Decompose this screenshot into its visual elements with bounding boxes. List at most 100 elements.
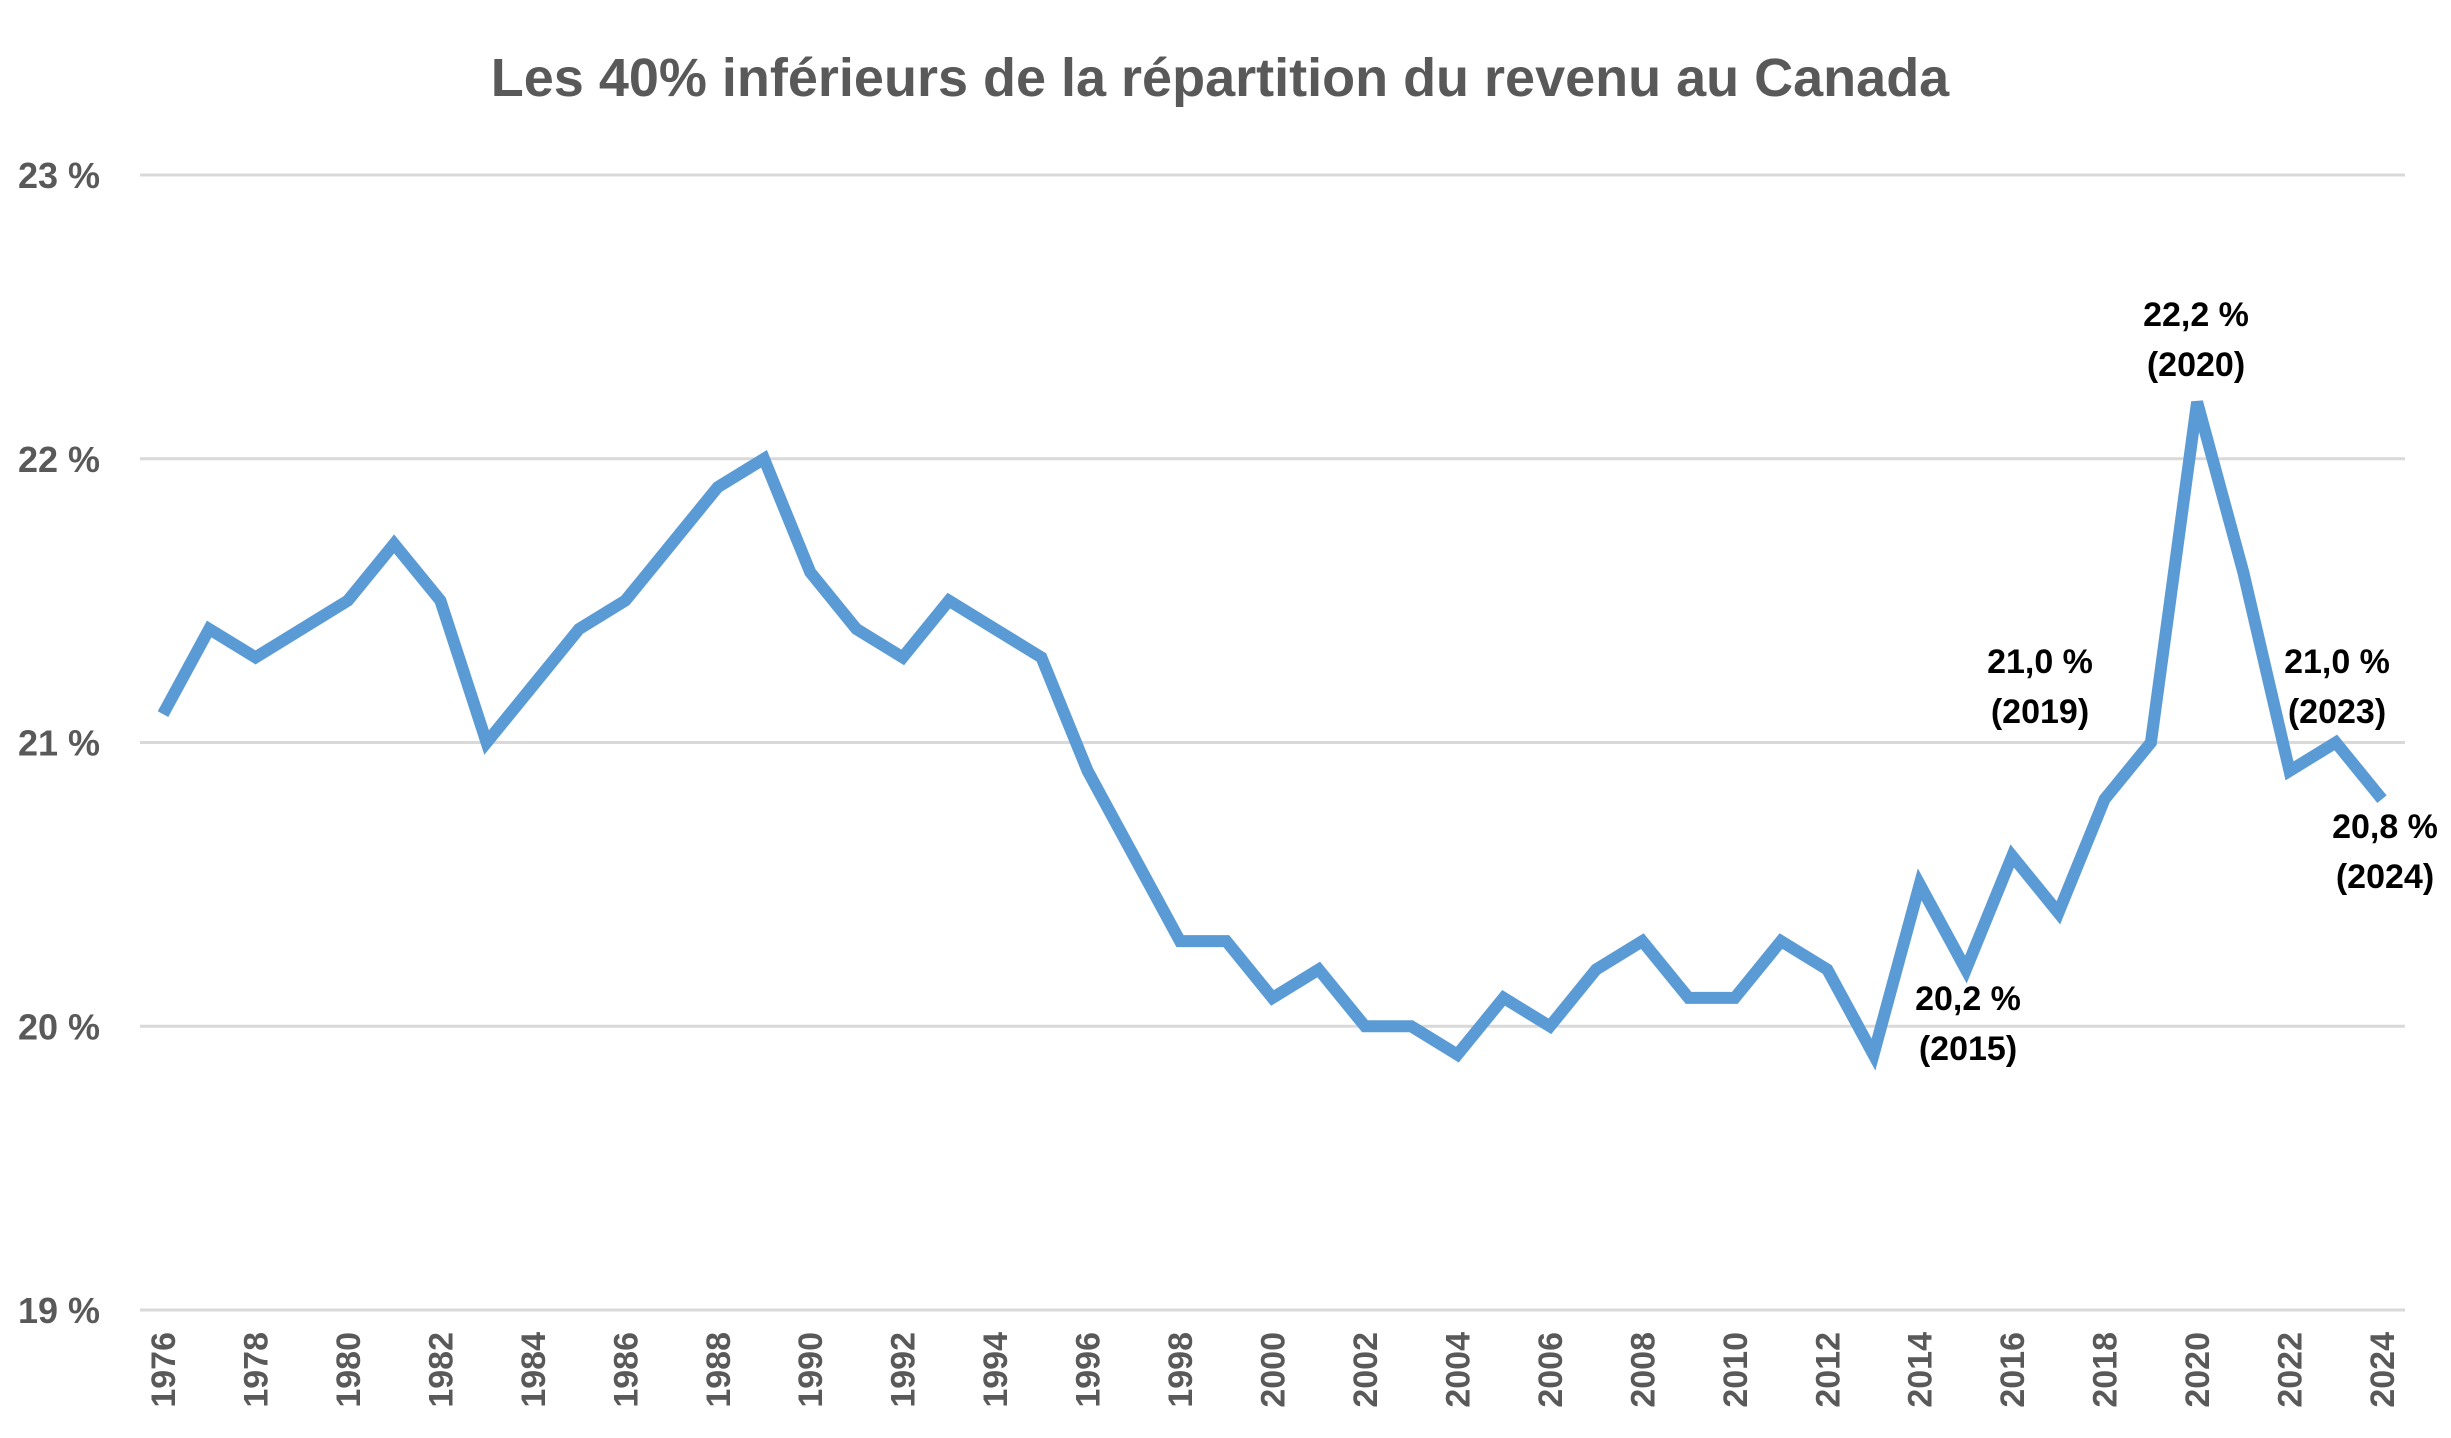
data-label: 20,2 % (2015) bbox=[1915, 980, 2021, 1068]
data-point bbox=[1272, 997, 1273, 998]
y-tick-label: 23 % bbox=[18, 155, 100, 196]
data-label: 21,0 % (2023) bbox=[2284, 643, 2390, 731]
data-point bbox=[671, 543, 672, 544]
x-tick-label: 1988 bbox=[700, 1332, 738, 1408]
data-point bbox=[486, 742, 487, 743]
data-point bbox=[255, 657, 256, 658]
data-point bbox=[209, 629, 210, 630]
data-point bbox=[2289, 770, 2290, 771]
data-point bbox=[810, 572, 811, 573]
data-point bbox=[579, 629, 580, 630]
data-label-value: 21,0 % bbox=[1987, 643, 2093, 681]
x-tick-label: 2000 bbox=[1255, 1332, 1293, 1408]
data-point bbox=[717, 487, 718, 488]
data-point bbox=[1041, 657, 1042, 658]
data-point bbox=[1318, 969, 1319, 970]
data-label: 21,0 % (2019) bbox=[1987, 643, 2093, 731]
x-tick-label: 1984 bbox=[515, 1332, 553, 1408]
data-point bbox=[1642, 941, 1643, 942]
data-point bbox=[1180, 941, 1181, 942]
data-point bbox=[1503, 997, 1504, 998]
x-tick-label: 1982 bbox=[422, 1332, 460, 1408]
x-tick-label: 1990 bbox=[792, 1332, 830, 1408]
data-point bbox=[440, 600, 441, 601]
data-point bbox=[1781, 941, 1782, 942]
x-tick-label: 1976 bbox=[145, 1332, 183, 1408]
series-line bbox=[157, 400, 2387, 1071]
data-point bbox=[2150, 742, 2151, 743]
data-point bbox=[1873, 1054, 1874, 1055]
x-tick-label: 1992 bbox=[885, 1332, 923, 1408]
data-label-year: (2024) bbox=[2336, 858, 2434, 896]
data-point bbox=[1133, 856, 1134, 857]
data-label-value: 21,0 % bbox=[2284, 643, 2390, 681]
data-point bbox=[1827, 969, 1828, 970]
data-point bbox=[763, 458, 764, 459]
data-label-value: 20,8 % bbox=[2332, 808, 2438, 846]
data-label-year: (2020) bbox=[2147, 346, 2245, 384]
data-point bbox=[1688, 997, 1689, 998]
data-annotations: 20,2 % (2015) 21,0 % (2019) 22,2 % (2020) 21,0… bbox=[1915, 296, 2438, 1068]
x-tick-label: 2022 bbox=[2272, 1332, 2310, 1408]
data-point bbox=[1549, 1026, 1550, 1027]
data-point bbox=[1457, 1054, 1458, 1055]
x-tick-label: 2012 bbox=[1809, 1332, 1847, 1408]
data-label-value: 22,2 % bbox=[2143, 296, 2249, 334]
data-point bbox=[995, 629, 996, 630]
data-point bbox=[902, 657, 903, 658]
data-point bbox=[625, 600, 626, 601]
data-point bbox=[347, 600, 348, 601]
data-label-year: (2023) bbox=[2288, 693, 2386, 731]
x-tick-label: 1994 bbox=[977, 1332, 1015, 1408]
data-point bbox=[1919, 884, 1920, 885]
data-point bbox=[1965, 969, 1966, 970]
x-tick-label: 2014 bbox=[1902, 1332, 1940, 1408]
gridlines bbox=[140, 173, 2405, 1312]
data-point bbox=[2104, 799, 2105, 800]
data-point bbox=[1226, 941, 1227, 942]
y-tick-label: 19 % bbox=[18, 1290, 100, 1331]
x-tick-label: 1978 bbox=[237, 1332, 275, 1408]
data-point bbox=[1734, 997, 1735, 998]
data-label-value: 20,2 % bbox=[1915, 980, 2021, 1018]
data-point bbox=[394, 543, 395, 544]
data-point bbox=[1364, 1026, 1365, 1027]
x-axis-ticks: 1976 1978 1980 1982 1984 1986 1988 1990 1992 1994… bbox=[145, 1332, 2402, 1408]
data-label-year: (2015) bbox=[1919, 1030, 2017, 1068]
data-point bbox=[1596, 969, 1597, 970]
y-axis-ticks: 23 % 22 % 21 % 20 % 19 % bbox=[18, 155, 100, 1331]
data-point bbox=[532, 685, 533, 686]
data-label: 22,2 % (2020) bbox=[2143, 296, 2249, 384]
data-point bbox=[856, 629, 857, 630]
x-tick-label: 1998 bbox=[1162, 1332, 1200, 1408]
chart-title: Les 40% inférieurs de la répartition du … bbox=[491, 48, 1950, 108]
data-point bbox=[2382, 799, 2383, 800]
data-point bbox=[163, 714, 164, 715]
data-point bbox=[301, 629, 302, 630]
x-tick-label: 2020 bbox=[2179, 1332, 2217, 1408]
x-tick-label: 2008 bbox=[1624, 1332, 1662, 1408]
x-tick-label: 2010 bbox=[1717, 1332, 1755, 1408]
data-point bbox=[2335, 742, 2336, 743]
data-point bbox=[1411, 1026, 1412, 1027]
x-tick-label: 2016 bbox=[1994, 1332, 2032, 1408]
y-tick-label: 20 % bbox=[18, 1006, 100, 1047]
x-tick-label: 1996 bbox=[1070, 1332, 1108, 1408]
y-tick-label: 22 % bbox=[18, 439, 100, 480]
y-tick-label: 21 % bbox=[18, 723, 100, 764]
x-tick-label: 2024 bbox=[2364, 1332, 2402, 1408]
data-point bbox=[948, 600, 949, 601]
data-point bbox=[2243, 572, 2244, 573]
data-label-year: (2019) bbox=[1991, 693, 2089, 731]
x-tick-label: 1980 bbox=[330, 1332, 368, 1408]
series-line-layer bbox=[157, 400, 2387, 1071]
x-tick-label: 2006 bbox=[1532, 1332, 1570, 1408]
data-label: 20,8 % (2024) bbox=[2332, 808, 2438, 896]
data-point bbox=[2012, 856, 2013, 857]
data-point bbox=[2058, 912, 2059, 913]
x-tick-label: 2002 bbox=[1347, 1332, 1385, 1408]
data-point bbox=[2197, 402, 2198, 403]
data-point bbox=[1087, 770, 1088, 771]
x-tick-label: 2018 bbox=[2087, 1332, 2125, 1408]
